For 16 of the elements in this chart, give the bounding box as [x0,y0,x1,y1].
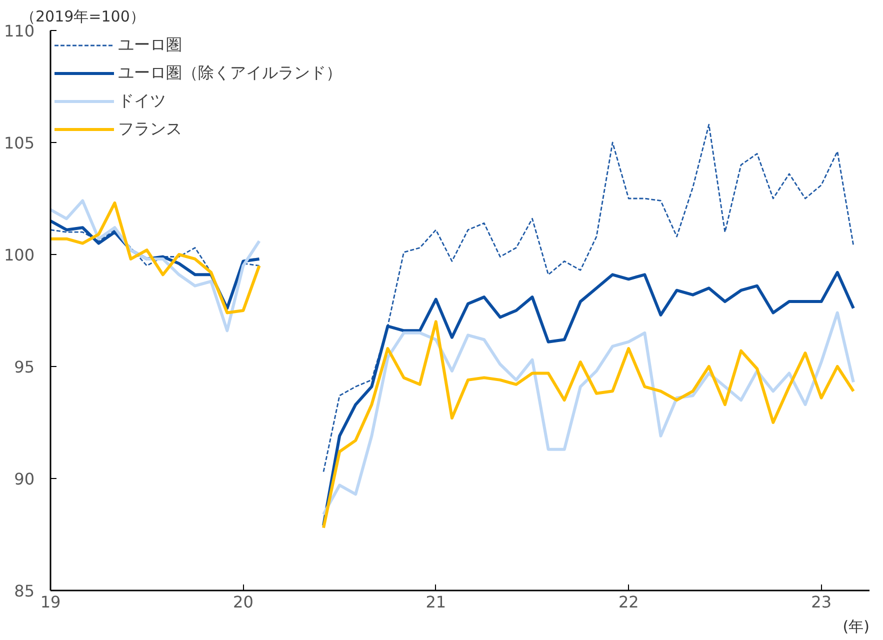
y-tick-label: 90 [14,470,34,488]
y-axis-title: （2019年=100） [20,8,145,26]
x-tick-label: 22 [618,592,639,612]
x-tick-label: 19 [40,592,61,612]
y-tick-label: 105 [4,134,35,152]
legend-label: ユーロ圏（除くアイルランド） [118,62,342,84]
y-tick-label: 95 [14,358,34,376]
y-tick-label: 100 [4,246,35,264]
legend-label: ユーロ圏 [118,34,182,56]
x-tick-label: 20 [233,592,254,612]
legend-label: ドイツ [118,90,166,112]
x-axis-title: (年) [842,618,870,636]
legend-label: フランス [118,118,182,140]
y-tick-label: 85 [14,582,34,600]
x-tick-label: 21 [426,592,446,612]
x-tick-label: 23 [811,592,832,612]
